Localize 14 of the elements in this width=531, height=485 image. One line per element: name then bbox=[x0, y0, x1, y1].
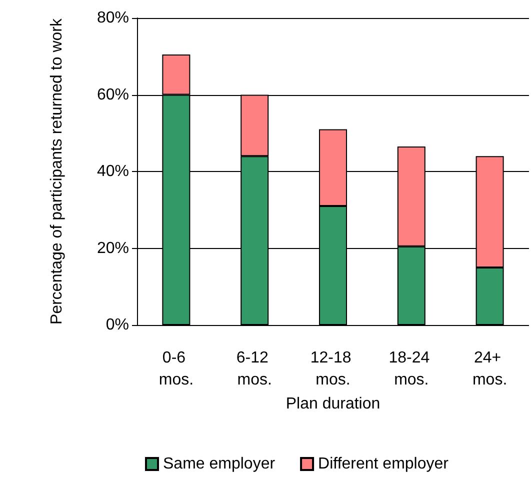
x-axis-title: Plan duration bbox=[286, 395, 380, 412]
legend-label: Different employer bbox=[318, 456, 450, 472]
legend-label: Same employer bbox=[163, 456, 276, 472]
x-tick-label: 18-24 mos. bbox=[388, 350, 434, 388]
y-axis-title: Percentage of participants returned to work bbox=[48, 18, 66, 324]
y-tick-label: 80% bbox=[96, 10, 129, 26]
y-tick-label: 20% bbox=[96, 240, 129, 257]
x-tick-label: 6-12 mos. bbox=[236, 350, 273, 388]
y-tick-label: 0% bbox=[106, 316, 129, 334]
x-tick-label: 12-18 mos. bbox=[310, 350, 356, 388]
x-tick-label: 0-6 mos. bbox=[158, 350, 194, 388]
y-tick-label: 60% bbox=[96, 86, 129, 104]
y-tick-label: 40% bbox=[96, 163, 129, 180]
x-tick-label: 24+ mos. bbox=[472, 350, 508, 388]
